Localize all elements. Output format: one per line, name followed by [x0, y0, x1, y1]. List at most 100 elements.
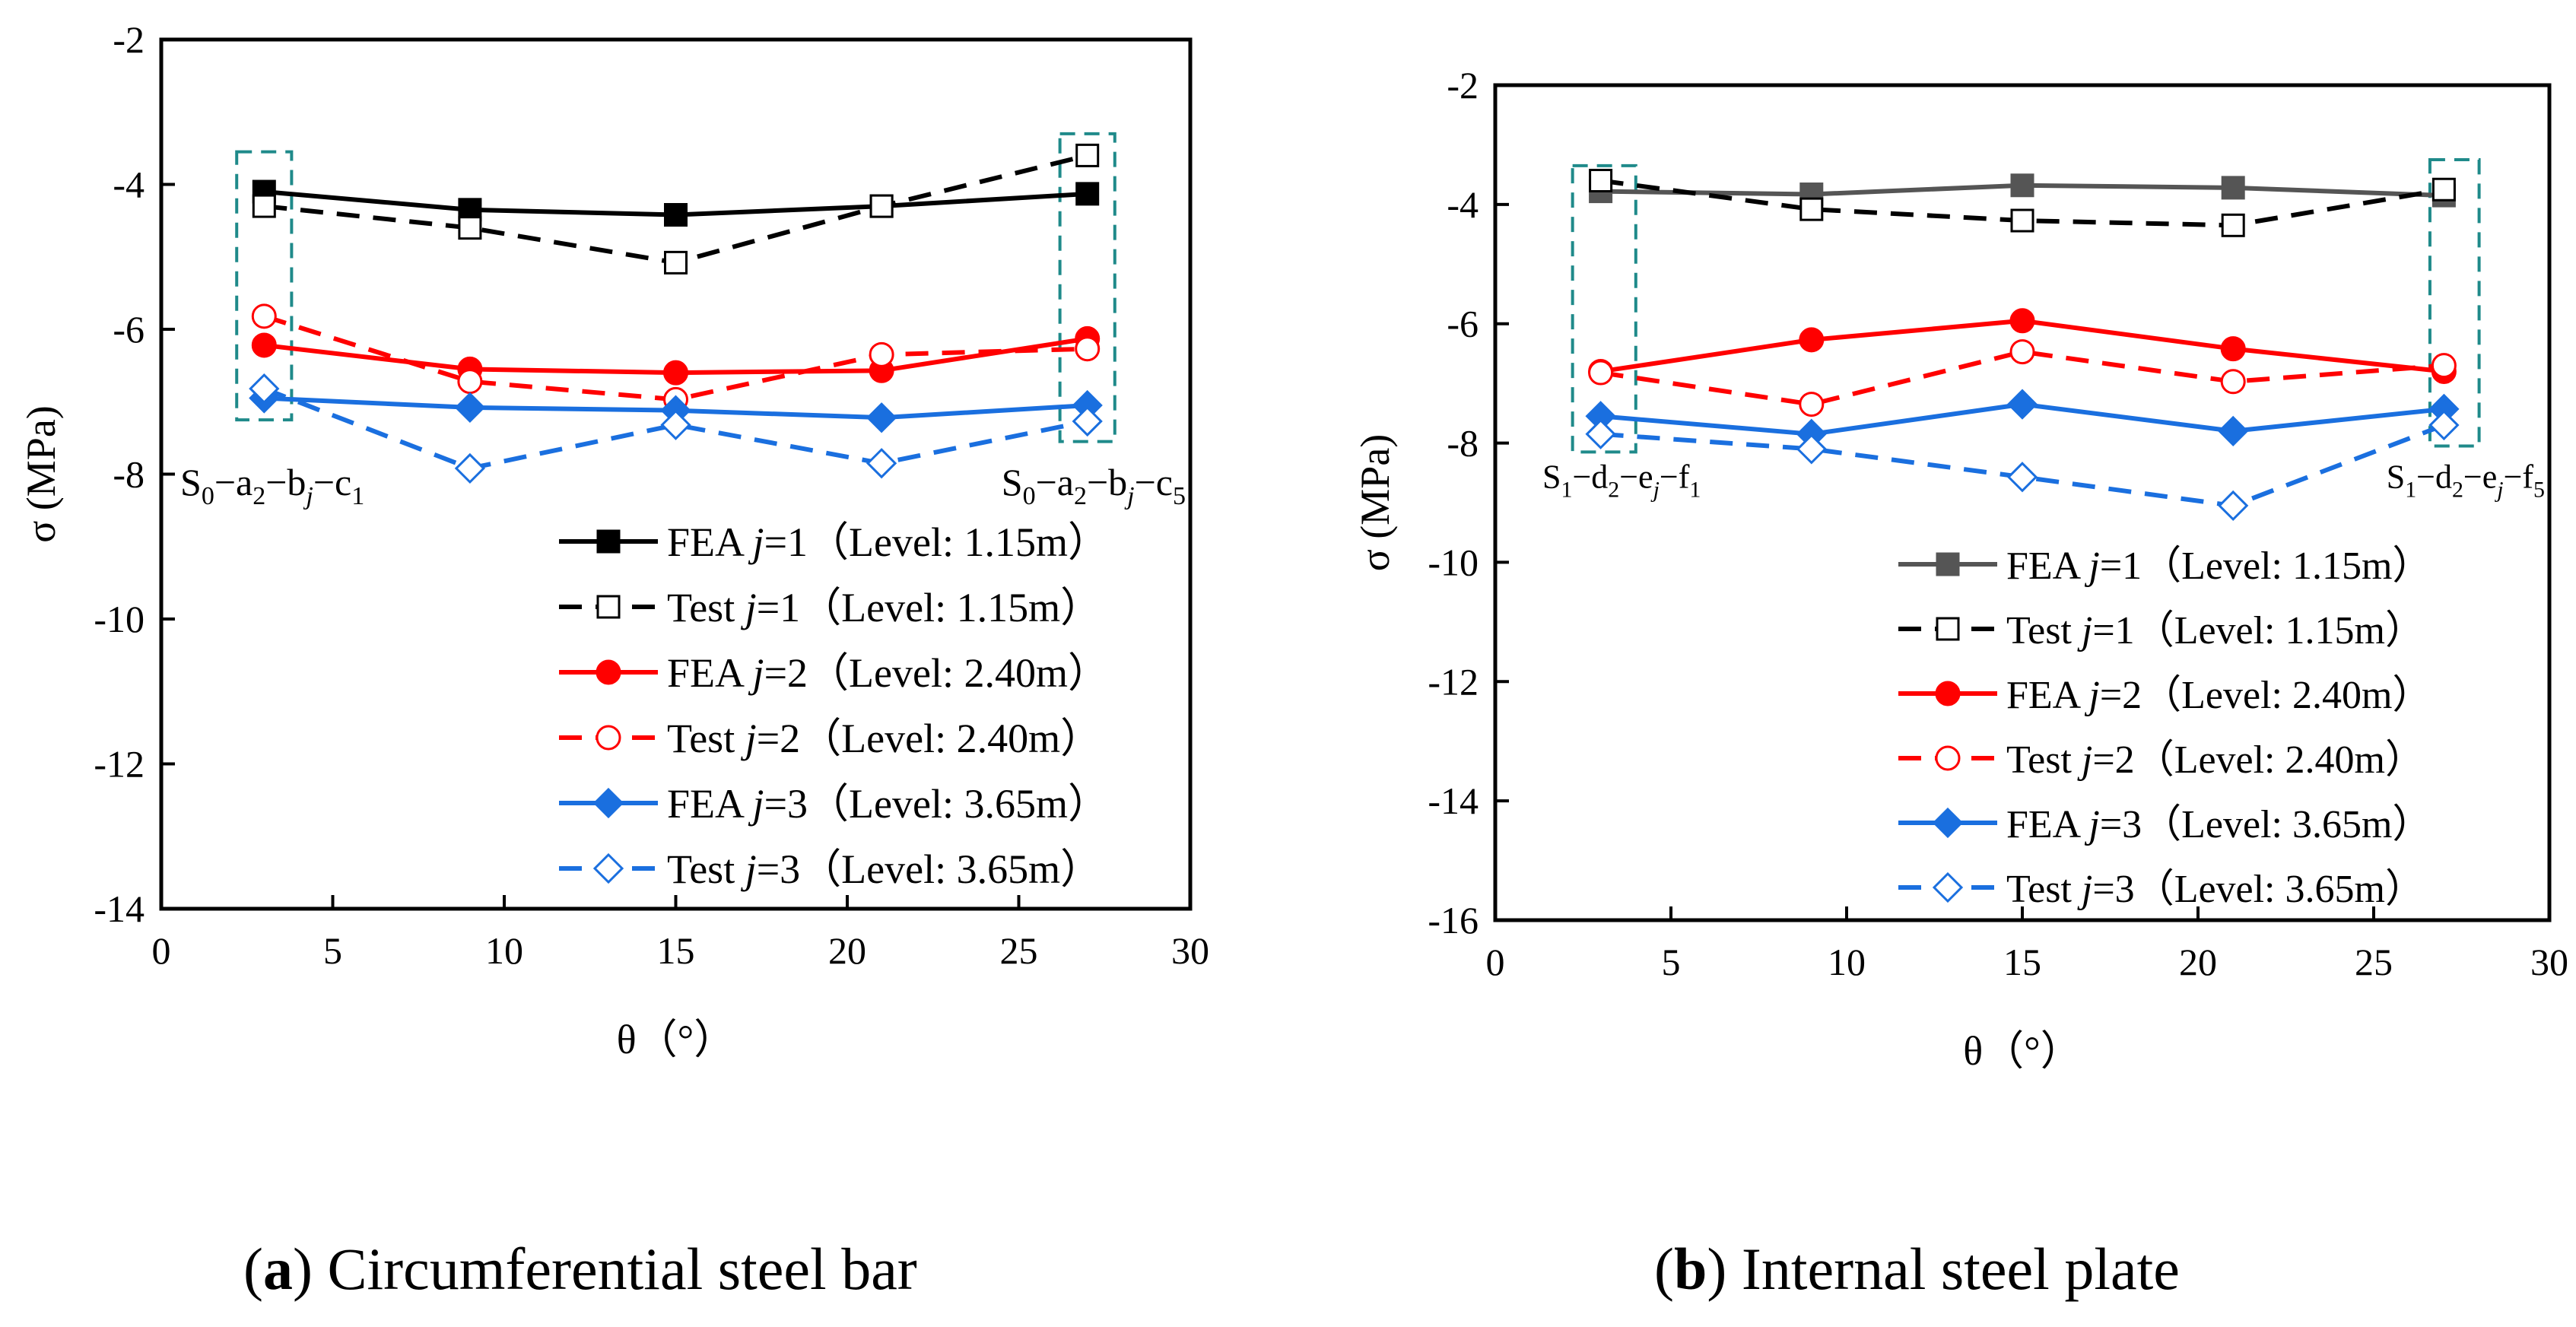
data-point — [664, 203, 688, 227]
series-3 — [251, 325, 1101, 386]
series-line — [263, 386, 1088, 471]
data-point — [2006, 389, 2038, 420]
legend-label: FEA j=3（Level: 3.65m） — [667, 781, 1109, 827]
legend-entry-3: FEA j=2（Level: 2.40m） — [1898, 674, 2431, 717]
x-tick-label: 0 — [152, 929, 171, 972]
data-point — [2431, 177, 2456, 202]
caption-a: (a) Circumferential steel bar — [243, 1236, 917, 1302]
data-point — [2006, 462, 2038, 493]
legend-entry-5: FEA j=3（Level: 3.65m） — [559, 781, 1109, 827]
series-2 — [1589, 168, 2456, 237]
data-point — [2220, 336, 2246, 362]
series-line — [1600, 349, 2444, 407]
legend-label: Test j=1（Level: 1.15m） — [667, 585, 1101, 630]
x-tick-label: 20 — [2179, 941, 2217, 983]
data-point — [1796, 433, 1827, 465]
x-tick-label: 0 — [1486, 941, 1505, 983]
data-point — [869, 341, 894, 367]
legend-entry-4: Test j=2（Level: 2.40m） — [1898, 738, 2425, 782]
legend-swatch-marker — [1935, 681, 1961, 706]
annotation-box-left — [1571, 163, 1637, 454]
x-axis-label: θ（°） — [1963, 1028, 2081, 1074]
y-tick-label: -10 — [1428, 541, 1479, 583]
y-tick-label: -4 — [1447, 183, 1479, 226]
legend-entry-4: Test j=2（Level: 2.40m） — [559, 716, 1101, 761]
data-point — [454, 452, 486, 484]
annotation-label-left: S1​−d2​−ej​−f1​ — [1542, 459, 1701, 503]
annotation-box-right — [2428, 158, 2481, 448]
legend-swatch-marker — [596, 529, 621, 554]
y-tick-label: -2 — [1447, 64, 1479, 106]
legend-swatch-marker — [592, 852, 624, 884]
legend-entry-2: Test j=1（Level: 1.15m） — [559, 585, 1101, 630]
data-point — [2009, 308, 2035, 334]
legend-label: Test j=1（Level: 1.15m） — [2006, 609, 2425, 652]
data-point — [1799, 327, 1825, 353]
legend-label: Test j=3（Level: 3.65m） — [2006, 868, 2425, 911]
data-point — [251, 303, 277, 329]
legend-entry-6: Test j=3（Level: 3.65m） — [559, 846, 1101, 892]
x-tick-label: 20 — [828, 929, 866, 972]
data-point — [2010, 208, 2034, 233]
x-tick-label: 15 — [2003, 941, 2041, 983]
legend-swatch-marker — [1932, 871, 1964, 903]
y-tick-label: -14 — [1428, 779, 1479, 822]
legend-entry-3: FEA j=2（Level: 2.40m） — [559, 650, 1109, 696]
data-point — [2009, 339, 2035, 365]
data-point — [2221, 213, 2245, 237]
chart-a: 0 5 10 15 20 25 30 -14 -12 -10 -8 -6 -4 -2 θ（°） σ (MPa)… — [18, 18, 1209, 1302]
data-point — [249, 373, 280, 405]
annotation-box-left — [235, 150, 294, 422]
legend-swatch-marker — [1932, 807, 1964, 839]
y-axis-label: σ (MPa) — [18, 405, 64, 543]
annotation-label-left: S0​−a2​−bj​−c1​ — [180, 461, 364, 510]
data-point — [1075, 143, 1100, 167]
x-axis-label: θ（°） — [617, 1017, 735, 1062]
data-point — [252, 194, 276, 218]
legend-entry-2: Test j=1（Level: 1.15m） — [1898, 609, 2425, 652]
legend-swatch-marker — [596, 595, 621, 619]
legend-label: Test j=3（Level: 3.65m） — [667, 846, 1101, 892]
series-5 — [1585, 389, 2460, 449]
x-tick-label: 15 — [657, 929, 695, 972]
x-tick-label: 10 — [485, 929, 523, 972]
data-point — [1588, 360, 1614, 386]
y-tick-label: -8 — [1447, 422, 1479, 465]
legend-swatch-marker — [596, 725, 621, 751]
data-point — [869, 194, 894, 218]
x-tick-label: 10 — [1828, 941, 1866, 983]
data-point — [458, 216, 482, 240]
data-point — [2221, 176, 2245, 200]
legend-label: FEA j=1（Level: 1.15m） — [2006, 544, 2431, 588]
series-2 — [252, 143, 1100, 275]
data-point — [1072, 405, 1103, 437]
caption-b: (b) Internal steel plate — [1654, 1236, 2180, 1302]
data-point — [2218, 415, 2249, 447]
legend-swatch-marker — [1936, 617, 1960, 641]
x-tick-label: 5 — [323, 929, 342, 972]
legend-swatch-marker — [1936, 552, 1960, 576]
series-1 — [1589, 173, 2456, 208]
data-point — [1075, 182, 1100, 206]
legend-swatch-marker — [596, 659, 621, 685]
y-tick-label: -8 — [113, 453, 145, 496]
annotation-label-right: S0​−a2​−bj​−c5​ — [1002, 461, 1186, 510]
x-tick-label: 5 — [1662, 941, 1681, 983]
data-point — [2220, 369, 2246, 395]
data-point — [663, 360, 688, 386]
data-point — [2431, 353, 2457, 379]
legend-entry-5: FEA j=3（Level: 3.65m） — [1898, 803, 2431, 846]
y-tick-label: -12 — [1428, 660, 1479, 703]
data-point — [454, 392, 486, 423]
y-tick-label: -6 — [1447, 303, 1479, 345]
legend-label: Test j=2（Level: 2.40m） — [2006, 738, 2425, 782]
data-point — [866, 448, 897, 479]
y-tick-label: -12 — [94, 743, 145, 786]
legend-entry-1: FEA j=1（Level: 1.15m） — [1898, 544, 2431, 588]
x-tick-label: 30 — [2530, 941, 2568, 983]
data-point — [866, 402, 897, 433]
legend-label: FEA j=3（Level: 3.65m） — [2006, 803, 2431, 846]
chart-b: 0 5 10 15 20 25 30 -16 -14 -12 -10 -8 -6 -4 -2 θ（°） σ (M… — [1352, 64, 2568, 1302]
data-point — [1799, 197, 1824, 221]
